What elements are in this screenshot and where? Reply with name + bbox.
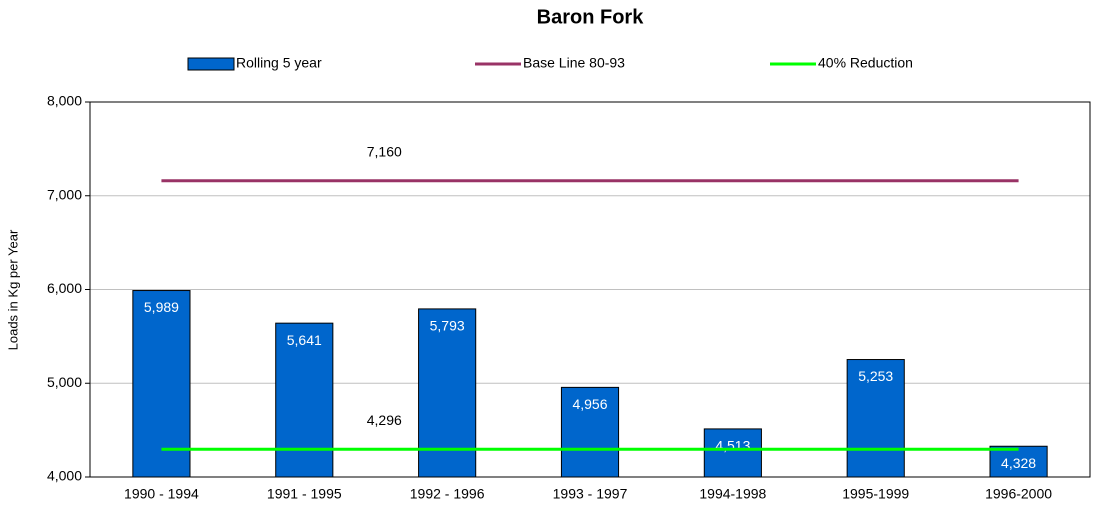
bar	[418, 308, 477, 478]
x-tick-label: 1996-2000	[985, 486, 1052, 502]
chart-title: Baron Fork	[537, 6, 645, 28]
y-tick-label: 8,000	[47, 93, 82, 109]
bar	[703, 428, 762, 478]
bar	[846, 359, 905, 478]
legend-label: 40% Reduction	[818, 55, 913, 71]
bar	[989, 445, 1048, 478]
bar-value-label: 4,956	[572, 396, 607, 412]
bar-value-label: 4,328	[1001, 455, 1036, 471]
x-tick-label: 1993 - 1997	[553, 486, 628, 502]
bar	[132, 290, 191, 478]
line-value-label: 4,296	[367, 412, 402, 428]
x-tick-label: 1990 - 1994	[124, 486, 199, 502]
y-tick-label: 7,000	[47, 186, 82, 202]
legend-label: Base Line 80-93	[523, 55, 625, 71]
x-tick-label: 1995-1999	[842, 486, 909, 502]
x-tick-label: 1992 - 1996	[410, 486, 485, 502]
y-tick-label: 5,000	[47, 374, 82, 390]
x-tick-label: 1994-1998	[699, 486, 766, 502]
bar	[275, 322, 334, 478]
y-tick-label: 6,000	[47, 280, 82, 296]
bar-value-label: 4,513	[715, 438, 750, 454]
line-value-label: 7,160	[367, 143, 402, 159]
bar	[560, 386, 620, 478]
bar-value-label: 5,989	[144, 299, 179, 315]
legend-label: Rolling 5 year	[236, 55, 322, 71]
legend-swatch	[187, 57, 235, 71]
y-tick-label: 4,000	[47, 468, 82, 484]
bar-value-label: 5,253	[858, 368, 893, 384]
bar-value-label: 5,793	[430, 318, 465, 334]
y-axis-title: Loads in Kg per Year	[5, 229, 20, 350]
bar-value-label: 5,641	[287, 332, 322, 348]
x-tick-label: 1991 - 1995	[267, 486, 342, 502]
